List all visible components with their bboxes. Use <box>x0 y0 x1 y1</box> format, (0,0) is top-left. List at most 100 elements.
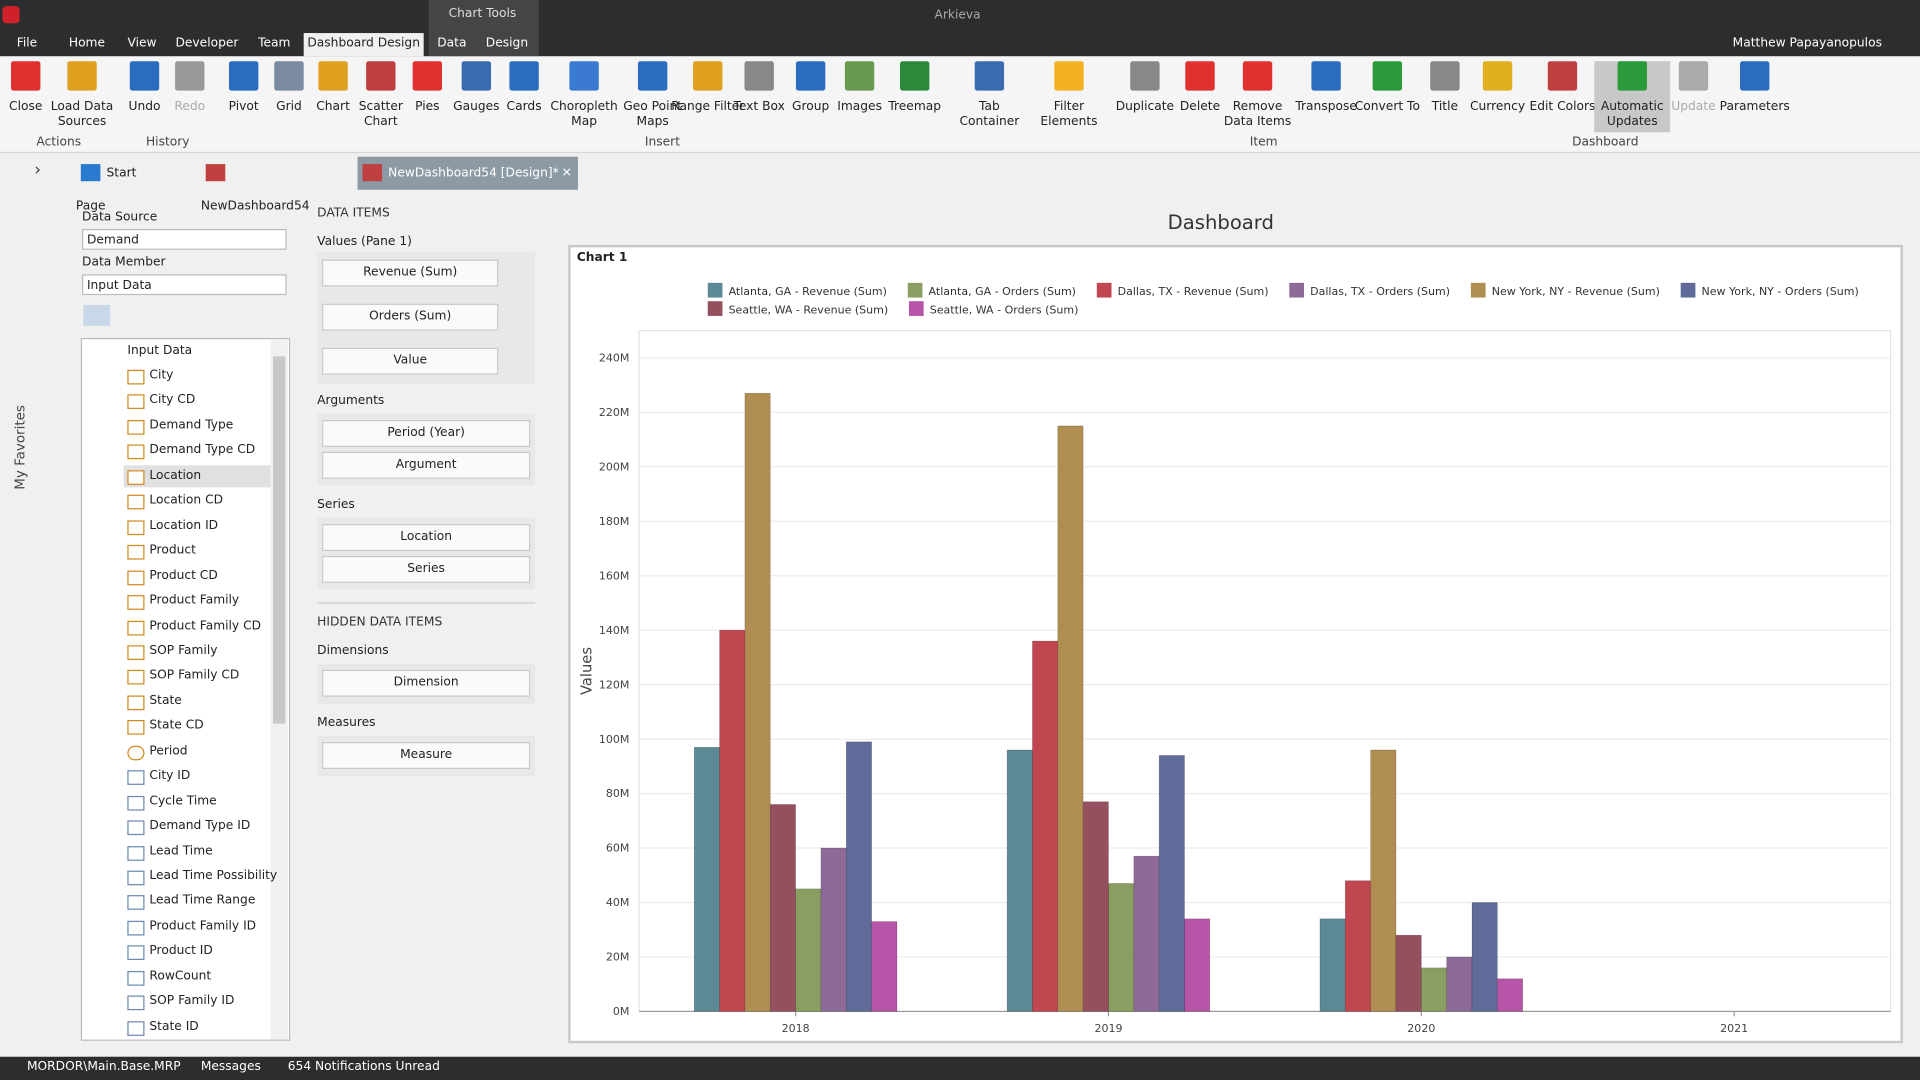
field-item[interactable]: SOP Family <box>127 644 217 660</box>
doc-tab[interactable]: Start Page <box>76 157 169 213</box>
button-label: Choropleth Map <box>550 100 618 129</box>
menu-item[interactable]: Dashboard Design <box>307 36 420 51</box>
source-combo[interactable]: Demand <box>82 228 287 250</box>
ribbon-button[interactable]: Parameters <box>1717 61 1793 115</box>
user-name[interactable]: Matthew Papayanopulos <box>1732 36 1882 51</box>
ribbon-button[interactable]: Grid <box>251 61 327 115</box>
scroll-thumb[interactable] <box>273 356 286 724</box>
ribbon-button[interactable]: Update <box>1656 61 1732 115</box>
ribbon-button[interactable]: Pivot <box>206 61 282 115</box>
button-label: Edit Colors <box>1529 100 1596 114</box>
ribbon-button[interactable]: Scatter Chart <box>343 61 419 130</box>
button-label: Chart <box>316 100 350 114</box>
button-label: Update <box>1671 100 1716 114</box>
ribbon-button[interactable]: Text Box <box>721 61 797 115</box>
tree-root[interactable]: Input Data <box>127 344 193 358</box>
ribbon-button[interactable]: Automatic Updates <box>1594 61 1671 133</box>
ribbon-button[interactable]: Images <box>822 61 898 115</box>
ribbon-button[interactable]: Chart <box>295 61 371 115</box>
field-item[interactable]: Product CD <box>127 569 218 585</box>
field-item[interactable]: Period <box>127 744 188 761</box>
ribbon-button[interactable]: Range Filter <box>670 61 746 115</box>
field-item[interactable]: SOP Family CD <box>127 669 239 685</box>
measure-item[interactable]: Measure <box>322 742 531 769</box>
field-item[interactable]: Demand Type ID <box>127 819 250 836</box>
series-item[interactable]: Series <box>322 555 531 583</box>
field-item[interactable]: City <box>127 369 173 385</box>
field-item[interactable]: SOP Family ID <box>127 995 234 1011</box>
ribbon-button[interactable]: Undo <box>107 61 183 115</box>
field-item[interactable]: Lead Time Range <box>127 894 255 911</box>
field-item[interactable]: Location ID <box>127 519 218 535</box>
ribbon-button[interactable]: Geo Point Maps <box>615 61 691 130</box>
button-label: Geo Point Maps <box>623 100 683 129</box>
menu-item[interactable]: Team <box>258 36 291 51</box>
menu-item[interactable]: Data <box>437 36 467 51</box>
ribbon-button[interactable]: Tab Container <box>951 61 1027 130</box>
ribbon-button[interactable]: Gauges <box>438 61 514 115</box>
y-tick-label: 220M <box>599 406 630 419</box>
field-item[interactable]: Lead Time Possibility <box>127 869 277 886</box>
field-item[interactable]: State CD <box>127 719 204 736</box>
doc-tab[interactable]: NewDashboard54 <box>201 157 333 213</box>
ribbon-button[interactable]: Pies <box>389 61 465 115</box>
value-item[interactable]: Orders (Sum) <box>322 303 499 331</box>
field-item[interactable]: Product Family CD <box>127 619 261 635</box>
ribbon-button[interactable]: Close <box>0 61 64 115</box>
field-item[interactable]: Lead Time <box>127 844 213 861</box>
menu-item[interactable]: Developer <box>175 36 239 51</box>
view-toggle[interactable] <box>83 304 111 326</box>
ribbon-button[interactable]: Delete <box>1162 61 1238 115</box>
ribbon-button[interactable]: Title <box>1407 61 1483 115</box>
ribbon-button[interactable]: Remove Data Items <box>1220 61 1296 130</box>
field-item[interactable]: Product ID <box>127 945 213 961</box>
expand-arrow[interactable]: › <box>34 160 42 180</box>
value-item[interactable]: Value <box>322 347 499 375</box>
field-item[interactable]: Demand Type <box>127 419 233 435</box>
ribbon-button[interactable]: Choropleth Map <box>546 61 622 130</box>
argument-item[interactable]: Period (Year) <box>322 420 531 447</box>
series-item[interactable]: Location <box>322 524 531 552</box>
menu-item[interactable]: View <box>127 36 157 51</box>
ribbon-button[interactable]: Edit Colors <box>1524 61 1600 115</box>
dimension-item[interactable]: Dimension <box>322 669 531 697</box>
field-item[interactable]: City ID <box>127 769 190 786</box>
button-icon <box>1482 61 1513 91</box>
status-item[interactable]: 654 Notifications Unread <box>287 1060 440 1074</box>
field-item[interactable]: State <box>127 694 182 711</box>
value-item[interactable]: Revenue (Sum) <box>322 259 499 287</box>
ribbon-button[interactable]: Transpose <box>1288 61 1364 115</box>
ribbon-button[interactable]: Duplicate <box>1107 61 1183 115</box>
ribbon-button[interactable]: Group <box>773 61 849 115</box>
field-item[interactable]: Demand Type CD <box>127 444 255 460</box>
ribbon-button[interactable]: Filter Elements <box>1031 61 1107 130</box>
ribbon-button[interactable]: Redo <box>152 61 228 115</box>
field-item[interactable]: State ID <box>127 1020 199 1036</box>
button-icon <box>1372 61 1403 91</box>
app-icon[interactable] <box>2 6 20 24</box>
field-item[interactable]: RowCount <box>127 970 211 986</box>
member-combo[interactable]: Input Data <box>82 274 287 296</box>
field-item[interactable]: Location CD <box>127 494 223 510</box>
ribbon-button[interactable]: Treemap <box>877 61 953 115</box>
field-item[interactable]: Product Family <box>127 594 239 610</box>
status-item[interactable]: MORDOR\Main.Base.MRP <box>26 1060 181 1074</box>
field-item[interactable]: Cycle Time <box>127 794 217 811</box>
field-item[interactable]: Product Family ID <box>127 919 256 936</box>
ribbon-button[interactable]: Currency <box>1460 61 1536 115</box>
argument-item[interactable]: Argument <box>322 451 531 479</box>
doc-tab[interactable]: NewDashboard54 [Design]* ✕ <box>357 156 578 190</box>
field-item[interactable]: Product <box>127 544 196 560</box>
favorites-label[interactable]: My Favorites <box>12 405 29 490</box>
ribbon-button[interactable]: Convert To <box>1349 61 1425 115</box>
field-item[interactable]: Location <box>127 469 201 485</box>
menu-item[interactable]: File <box>16 36 38 51</box>
menu-item[interactable]: Design <box>485 36 529 51</box>
field-item[interactable]: City CD <box>127 394 195 410</box>
section-label: Series <box>317 498 355 512</box>
status-item[interactable]: Messages <box>200 1060 261 1074</box>
tab-close[interactable]: ✕ <box>561 166 572 180</box>
menu-item[interactable]: Home <box>68 36 106 51</box>
ribbon-button[interactable]: Cards <box>486 61 562 115</box>
ribbon-button[interactable]: Load Data Sources <box>44 61 120 130</box>
